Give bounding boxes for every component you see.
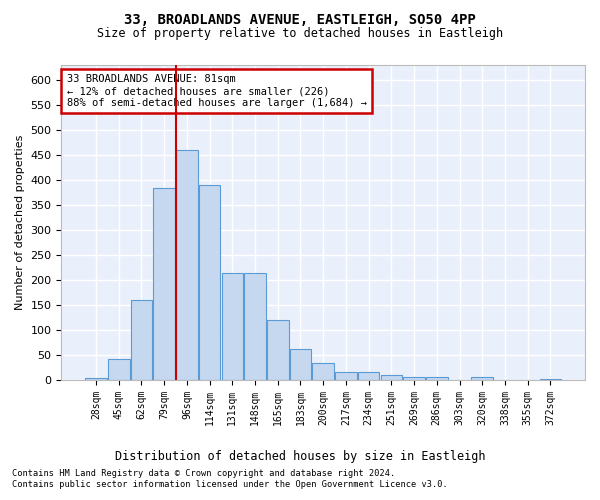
Text: 33 BROADLANDS AVENUE: 81sqm
← 12% of detached houses are smaller (226)
88% of se: 33 BROADLANDS AVENUE: 81sqm ← 12% of det…: [67, 74, 367, 108]
Bar: [290, 348, 311, 380]
Bar: [426, 377, 448, 380]
Bar: [244, 272, 266, 380]
Text: 33, BROADLANDS AVENUE, EASTLEIGH, SO50 4PP: 33, BROADLANDS AVENUE, EASTLEIGH, SO50 4…: [124, 12, 476, 26]
Bar: [403, 377, 425, 380]
Bar: [131, 300, 152, 380]
Text: Size of property relative to detached houses in Eastleigh: Size of property relative to detached ho…: [97, 28, 503, 40]
Bar: [85, 378, 107, 380]
Bar: [176, 150, 197, 380]
Bar: [380, 375, 402, 380]
Bar: [199, 185, 220, 380]
Bar: [267, 320, 289, 380]
Text: Distribution of detached houses by size in Eastleigh: Distribution of detached houses by size …: [115, 450, 485, 463]
Y-axis label: Number of detached properties: Number of detached properties: [15, 135, 25, 310]
Bar: [313, 362, 334, 380]
Bar: [154, 188, 175, 380]
Bar: [108, 359, 130, 380]
Text: Contains public sector information licensed under the Open Government Licence v3: Contains public sector information licen…: [12, 480, 448, 489]
Text: Contains HM Land Registry data © Crown copyright and database right 2024.: Contains HM Land Registry data © Crown c…: [12, 468, 395, 477]
Bar: [221, 272, 243, 380]
Bar: [472, 377, 493, 380]
Bar: [539, 379, 561, 380]
Bar: [358, 372, 379, 380]
Bar: [335, 372, 357, 380]
